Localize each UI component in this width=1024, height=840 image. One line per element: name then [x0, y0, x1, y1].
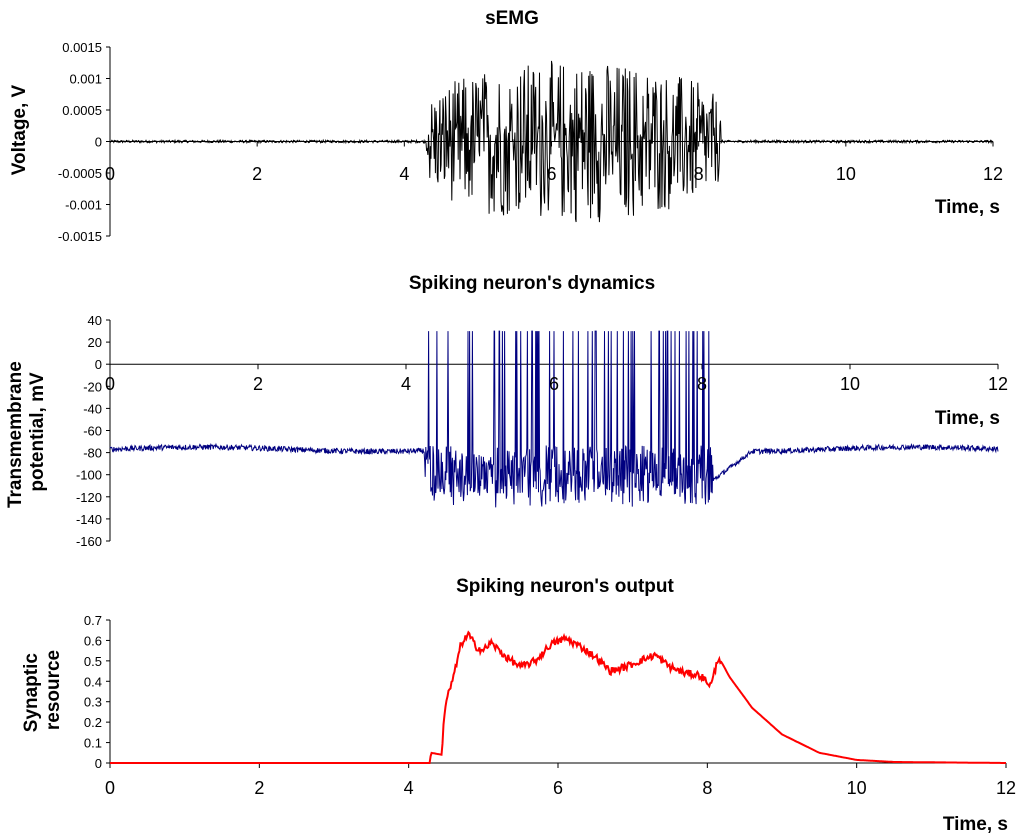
x-tick-label: 12: [988, 374, 1008, 394]
x-tick-label: 2: [252, 164, 262, 184]
semg-panel: sEMG Voltage, V Time, s 0.0015 0.001 0.000…: [9, 8, 1003, 244]
x-tick-label: 10: [836, 164, 856, 184]
semg-x-label: Time, s: [935, 197, 1000, 218]
x-tick-label: 4: [404, 778, 414, 798]
output-y-label: Synaptic resource: [21, 648, 64, 732]
dynamics-y-label-line2: potential, mV: [27, 372, 48, 492]
y-tick-label: 0.6: [84, 633, 102, 648]
x-tick-label: 0: [105, 374, 115, 394]
y-tick-label: 0.2: [84, 715, 102, 730]
y-tick-label: 0.0015: [62, 40, 102, 55]
y-tick-label: 0.1: [84, 736, 102, 751]
y-tick-label: 0.001: [69, 72, 102, 87]
x-tick-label: 6: [546, 164, 556, 184]
y-tick-label: -0.0015: [58, 229, 102, 244]
y-tick-label: -0.001: [65, 198, 102, 213]
x-tick-label: 12: [983, 164, 1003, 184]
x-tick-label: 10: [840, 374, 860, 394]
dynamics-y-label-line1: Transmembrane: [5, 361, 26, 508]
output-y-label-line1: Synaptic: [21, 653, 42, 733]
x-tick-label: 10: [847, 778, 867, 798]
x-tick-label: 4: [399, 164, 409, 184]
y-tick-label: -40: [83, 401, 102, 416]
output-y-label-line2: resource: [43, 650, 64, 730]
x-tick-label: 8: [694, 164, 704, 184]
y-tick-label: 40: [88, 313, 102, 328]
x-tick-label: 2: [253, 374, 263, 394]
y-tick-label: -60: [83, 424, 102, 439]
x-tick-label: 2: [254, 778, 264, 798]
output-x-label: Time, s: [943, 814, 1008, 835]
output-tick-labels: 0.7 0.6 0.5 0.4 0.3 0.2 0.1 00 2 4 6 8 10 12: [84, 613, 1016, 798]
output-series-line: [110, 630, 1006, 764]
x-tick-label: 8: [697, 374, 707, 394]
y-tick-label: -20: [83, 379, 102, 394]
y-tick-label: 0.5: [84, 654, 102, 669]
y-tick-label: 0.3: [84, 695, 102, 710]
x-tick-label: 6: [549, 374, 559, 394]
semg-title: sEMG: [485, 8, 539, 29]
dynamics-title: Spiking neuron's dynamics: [409, 273, 655, 294]
y-tick-label: 0.0005: [62, 103, 102, 118]
output-title: Spiking neuron's output: [456, 576, 674, 597]
y-tick-label: 0.4: [84, 674, 102, 689]
y-tick-label: -100: [76, 468, 102, 483]
y-tick-label: 0: [95, 135, 102, 150]
y-tick-label: -120: [76, 490, 102, 505]
y-tick-label: 0: [95, 756, 102, 771]
x-tick-label: 4: [401, 374, 411, 394]
y-tick-label: -0.0005: [58, 166, 102, 181]
dynamics-panel: Spiking neuron's dynamics Transmembrane …: [5, 273, 1008, 549]
x-tick-label: 0: [105, 778, 115, 798]
x-tick-label: 6: [553, 778, 563, 798]
dynamics-series-line: [109, 330, 999, 508]
x-tick-label: 12: [996, 778, 1016, 798]
dynamics-x-label: Time, s: [935, 408, 1000, 429]
x-tick-label: 8: [702, 778, 712, 798]
semg-y-label: Voltage, V: [9, 84, 30, 175]
y-tick-label: 0: [95, 357, 102, 372]
x-tick-label: 0: [105, 164, 115, 184]
y-tick-label: 0.7: [84, 613, 102, 628]
dynamics-y-label: Transmembrane potential, mV: [5, 356, 48, 508]
y-tick-label: -160: [76, 534, 102, 549]
output-panel: Spiking neuron's output Synaptic resourc…: [21, 576, 1016, 835]
y-tick-label: 20: [88, 335, 102, 350]
y-tick-label: -80: [83, 446, 102, 461]
semg-series-line: [109, 60, 994, 223]
dynamics-axes: [106, 319, 999, 542]
y-tick-label: -140: [76, 512, 102, 527]
